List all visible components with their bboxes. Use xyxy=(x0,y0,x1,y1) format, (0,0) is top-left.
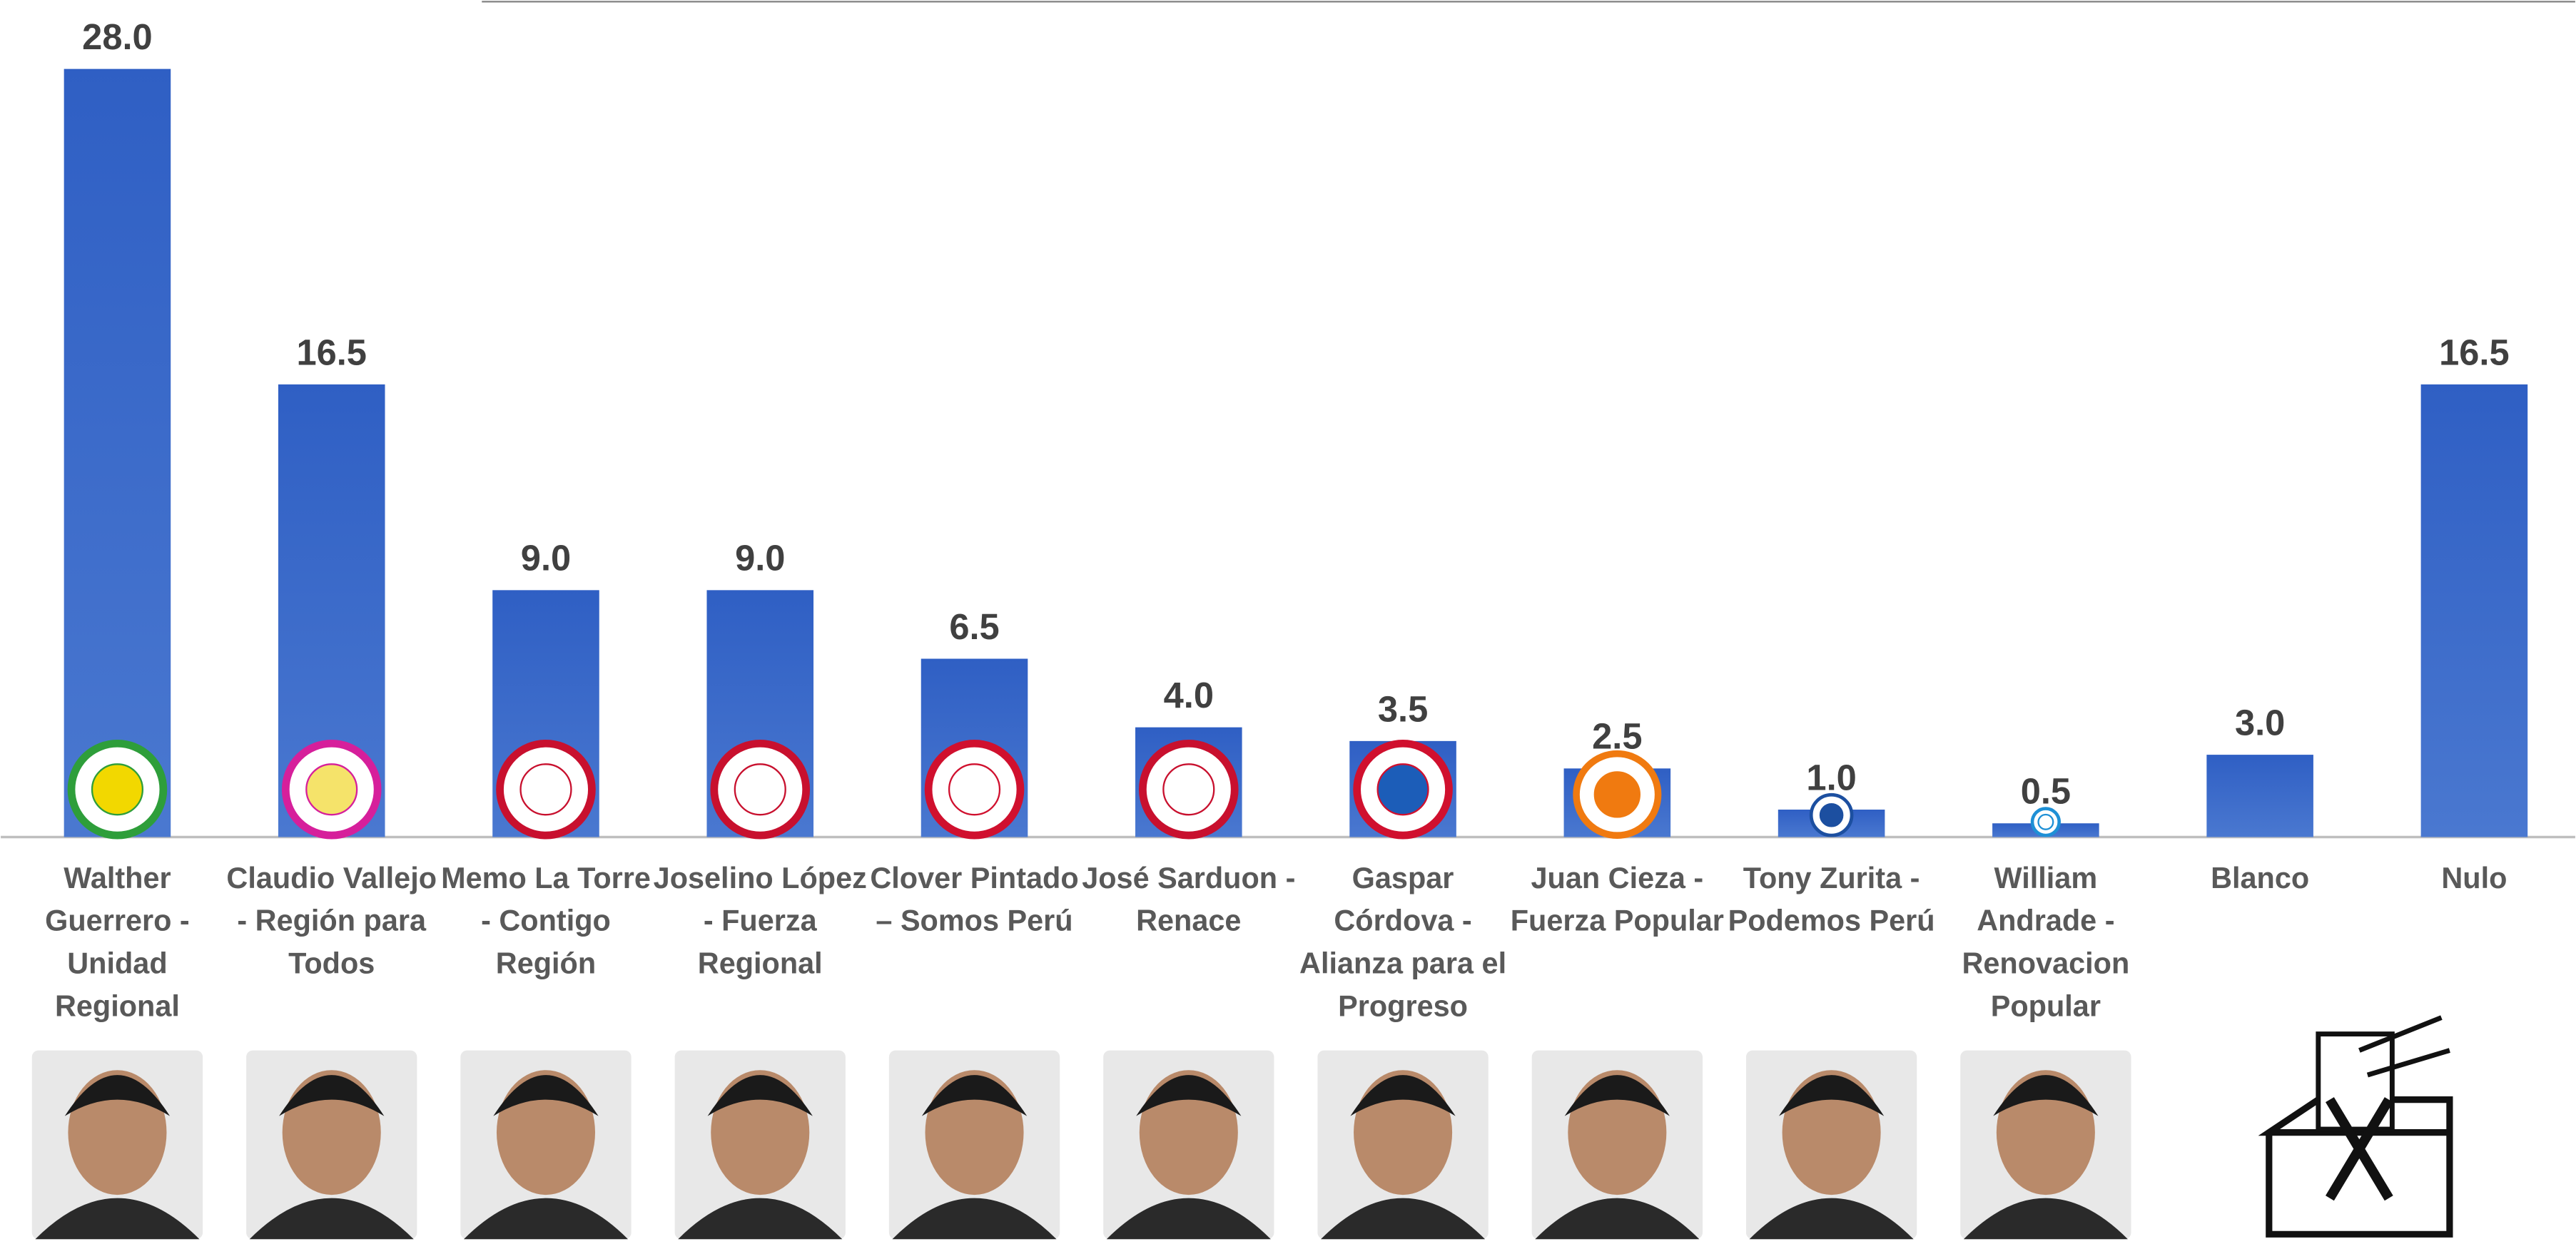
category-label-box: Walther Guerrero - Unidad Regional xyxy=(45,861,190,1023)
photo-shoulders xyxy=(678,1198,843,1240)
value-label: 28.0 xyxy=(82,16,153,57)
category-label-box: Claudio Vallejo - Región para Todos xyxy=(226,861,437,980)
photo-shoulders xyxy=(1749,1198,1914,1240)
x-tick-label: Gaspar Córdova - Alianza para el Progres… xyxy=(1299,861,1507,1023)
photo-hair xyxy=(1778,1075,1885,1116)
value-label: 4.0 xyxy=(1164,675,1214,715)
value-label: 9.0 xyxy=(735,538,785,578)
x-tick-label: Walther Guerrero - Unidad Regional xyxy=(45,861,190,1023)
x-tick-label: Juan Cieza - Fuerza Popular xyxy=(1510,861,1724,937)
party-logo-center xyxy=(1376,763,1429,816)
category-label-box: Gaspar Córdova - Alianza para el Progres… xyxy=(1299,861,1507,1023)
x-tick-label: Claudio Vallejo - Región para Todos xyxy=(226,861,437,980)
party-logo-center xyxy=(2037,813,2054,830)
photo-shoulders xyxy=(1321,1198,1486,1240)
bar xyxy=(2206,755,2313,837)
x-tick-label: Joselino López - Fuerza Regional xyxy=(653,861,867,980)
x-tick-label: Memo La Torre - Contigo Región xyxy=(441,861,651,980)
value-label: 2.5 xyxy=(1592,716,1642,757)
value-label: 3.0 xyxy=(2235,702,2285,743)
photo-shoulders xyxy=(892,1198,1057,1240)
photo-shoulders xyxy=(1535,1198,1700,1240)
photo-hair xyxy=(1350,1075,1456,1116)
party-logo-center xyxy=(305,763,358,816)
ballot-hand xyxy=(2358,1015,2450,1078)
value-label: 3.5 xyxy=(1378,688,1428,729)
category-label-box: Juan Cieza - Fuerza Popular xyxy=(1510,861,1724,937)
photo-hair xyxy=(921,1075,1028,1116)
photo-hair xyxy=(707,1075,813,1116)
photo-hair xyxy=(1136,1075,1242,1116)
x-tick-label: José Sarduon - Renace xyxy=(1082,861,1296,937)
photo-shoulders xyxy=(463,1198,629,1240)
photo-hair xyxy=(1993,1075,2099,1116)
x-tick-label: William Andrade - Renovacion Popular xyxy=(1962,861,2130,1023)
party-logo-center xyxy=(734,763,786,816)
value-label: 1.0 xyxy=(1806,757,1856,797)
party-logo-center xyxy=(1593,771,1641,818)
photo-shoulders xyxy=(35,1198,200,1240)
value-label: 9.0 xyxy=(521,538,571,578)
ballot-box xyxy=(2258,1096,2453,1238)
category-label-box: Clover Pintado – Somos Perú xyxy=(870,861,1079,937)
value-label: 6.5 xyxy=(949,606,999,647)
photo-hair xyxy=(1564,1075,1670,1116)
photo-shoulders xyxy=(1963,1198,2128,1240)
bar xyxy=(64,68,171,837)
x-tick-label: Nulo xyxy=(2441,861,2507,895)
category-label-box: Memo La Torre - Contigo Región xyxy=(441,861,651,980)
bar xyxy=(2420,384,2528,837)
photo-hair xyxy=(279,1075,385,1116)
value-label: 16.5 xyxy=(296,332,367,372)
party-logo-center xyxy=(1162,763,1215,816)
category-label-box: Tony Zurita - Podemos Perú xyxy=(1728,861,1935,937)
x-tick-label: Clover Pintado – Somos Perú xyxy=(870,861,1079,937)
x-tick-label: Blanco xyxy=(2211,861,2310,895)
photo-shoulders xyxy=(1106,1198,1271,1240)
photo-hair xyxy=(64,1075,171,1116)
value-label: 0.5 xyxy=(2021,771,2071,812)
category-label-box: Nulo xyxy=(2441,861,2507,895)
party-logo-center xyxy=(1819,802,1844,827)
photo-hair xyxy=(493,1075,599,1116)
ballot-cross xyxy=(2326,1097,2393,1201)
x-tick-label: Tony Zurita - Podemos Perú xyxy=(1728,861,1935,937)
category-label-box: José Sarduon - Renace xyxy=(1082,861,1296,937)
category-label-box: Joselino López - Fuerza Regional xyxy=(653,861,867,980)
category-label-box: William Andrade - Renovacion Popular xyxy=(1962,861,2130,1023)
category-label-box: Blanco xyxy=(2211,861,2310,895)
party-logo-center xyxy=(948,763,1001,816)
party-logo-center xyxy=(519,763,572,816)
party-logo-center xyxy=(91,763,144,816)
value-label: 16.5 xyxy=(2439,332,2510,372)
photo-shoulders xyxy=(249,1198,414,1240)
